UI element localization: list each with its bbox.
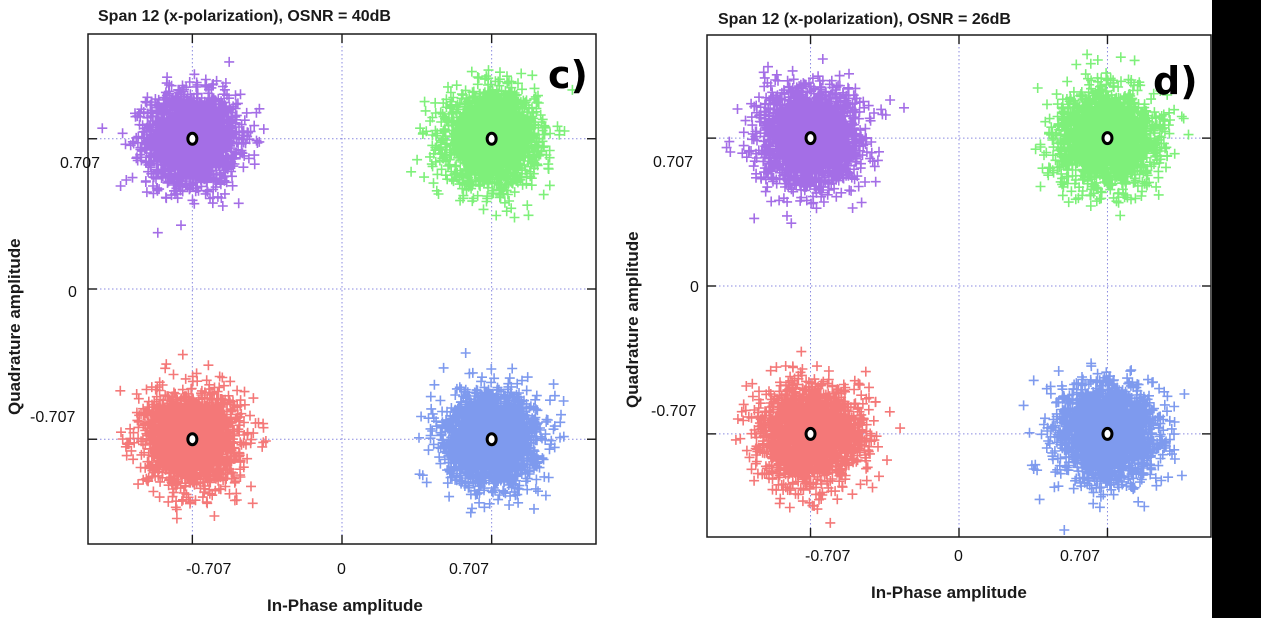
ideal-constellation-point	[1101, 426, 1114, 441]
panel-c-label: c)	[548, 53, 588, 97]
panel-d-xtick-0: 0	[954, 548, 963, 565]
panel-c-xlabel: In-Phase amplitude	[267, 596, 423, 615]
panel-c-ytick-neg0707: -0.707	[30, 409, 75, 426]
panel-c-title: Span 12 (x-polarization), OSNR = 40dB	[98, 8, 391, 25]
ideal-constellation-point	[1101, 131, 1114, 146]
ideal-constellation-point	[186, 432, 199, 447]
series-cloud-3	[414, 348, 569, 518]
right-edge-bar	[1212, 0, 1261, 618]
scatter-markers	[1018, 358, 1190, 535]
scatter-markers	[97, 56, 269, 238]
scatter-markers	[414, 348, 569, 518]
panel-c-ticks	[88, 34, 596, 544]
panel-c-xtick-neg0707: -0.707	[186, 561, 231, 578]
ideal-constellation-point	[804, 131, 817, 146]
panel-d-ytick-0707: 0.707	[653, 154, 693, 171]
series-cloud-1	[1030, 49, 1194, 221]
series-cloud-3	[1018, 358, 1190, 535]
panel-d-xtick-neg0707: -0.707	[805, 548, 850, 565]
panel-d-ytick-neg0707: -0.707	[651, 403, 696, 420]
panel-d-ytick-0: 0	[690, 279, 699, 296]
scatter-markers	[1030, 49, 1194, 221]
panel-d-xtick-0707: 0.707	[1060, 548, 1100, 565]
panel-c-ylabel: Quadrature amplitude	[5, 238, 24, 415]
panel-c-xtick-0707: 0.707	[449, 561, 489, 578]
panel-d-ticks	[707, 35, 1211, 537]
panel-c-xtick-0: 0	[337, 561, 346, 578]
series-cloud-0	[97, 56, 269, 238]
panel-d-ideal-points	[804, 131, 1114, 441]
ideal-constellation-point	[485, 432, 498, 447]
panel-c-ideal-points	[186, 131, 498, 447]
panel-c-ytick-0: 0	[68, 284, 77, 301]
ideal-constellation-point	[186, 131, 199, 146]
panel-d-ylabel: Quadrature amplitude	[623, 231, 642, 408]
panel-d-label: d)	[1153, 59, 1198, 103]
panel-d-xlabel: In-Phase amplitude	[871, 583, 1027, 602]
ideal-constellation-point	[804, 426, 817, 441]
panel-d-title: Span 12 (x-polarization), OSNR = 26dB	[718, 11, 1011, 28]
ideal-constellation-point	[485, 131, 498, 146]
panel-d-points	[721, 49, 1194, 535]
panel-c-ytick-0707: 0.707	[60, 155, 100, 172]
